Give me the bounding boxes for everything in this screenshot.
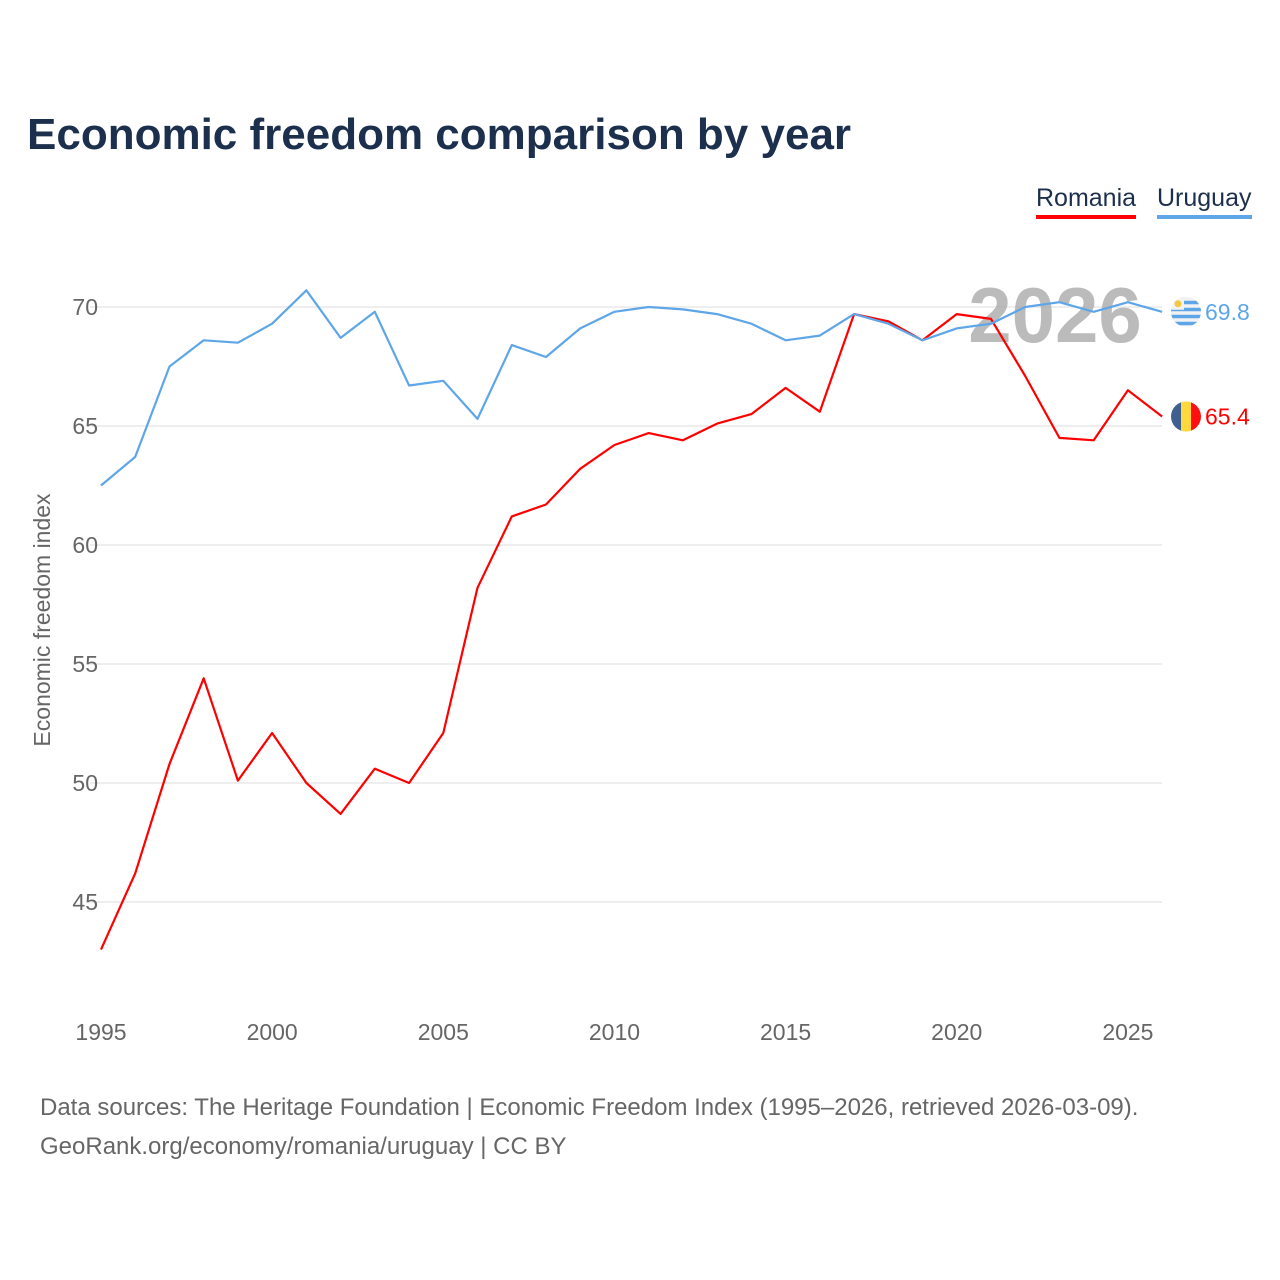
flag-sun [1174,300,1182,308]
flag-stripe [1191,401,1201,432]
y-axis-label: Economic freedom index [29,493,55,747]
y-tick-label: 60 [72,532,98,558]
x-tick-label: 2005 [418,1019,469,1045]
x-tick-label: 2020 [931,1019,982,1045]
flag-stripe [1181,401,1191,432]
year-label: 2026 [968,271,1142,359]
flag-romania-icon [1171,401,1201,432]
y-tick-label: 70 [72,294,98,320]
series-line-romania [99,313,1163,951]
flag-stripe [1171,307,1201,312]
chart-title: Economic freedom comparison by year [27,110,852,159]
y-tick-label: 55 [72,651,98,677]
x-tick-label: 2025 [1102,1019,1153,1045]
flag-stripe [1171,314,1201,319]
y-tick-label: 65 [72,413,98,439]
y-tick-label: 50 [72,770,98,796]
end-value-label-uruguay: 69.8 [1205,299,1250,325]
x-tick-label: 2000 [247,1019,298,1045]
footer-sources: Data sources: The Heritage Foundation | … [40,1094,1139,1121]
series-line-uruguay [100,289,1163,487]
footer-credit: GeoRank.org/economy/romania/uruguay | CC… [40,1133,567,1160]
legend-romania[interactable]: Romania [1036,184,1137,219]
flag-uruguay-icon [1171,296,1201,327]
footer: Data sources: The Heritage Foundation | … [40,1088,1138,1166]
y-tick-label: 45 [72,889,98,915]
flag-stripe [1171,401,1181,432]
flag-stripe [1171,321,1201,326]
x-tick-label: 1995 [75,1019,126,1045]
x-tick-label: 2010 [589,1019,640,1045]
end-value-label-romania: 65.4 [1205,403,1250,429]
legend-uruguay[interactable]: Uruguay [1157,184,1252,219]
x-tick-label: 2015 [760,1019,811,1045]
flag-stripe [1171,300,1201,305]
